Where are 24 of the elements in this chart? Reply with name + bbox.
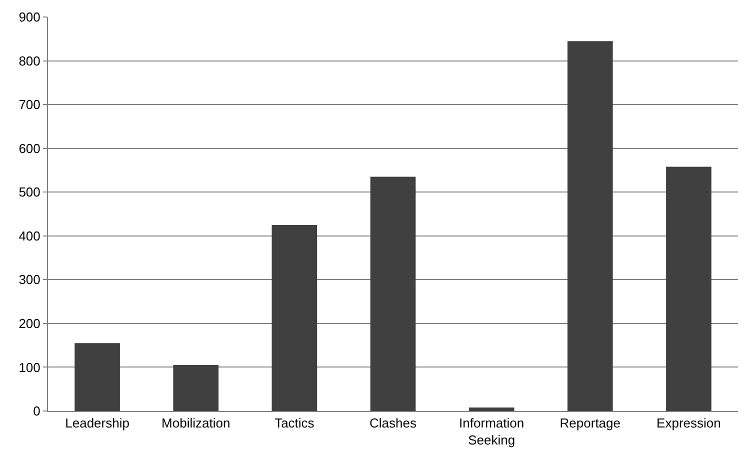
- x-tick-label: Clashes: [370, 416, 417, 431]
- y-tick-label: 0: [33, 404, 40, 419]
- x-tick-label: Leadership: [65, 416, 130, 431]
- x-tick-label: Reportage: [560, 416, 620, 431]
- bar: [173, 365, 219, 411]
- bar: [272, 224, 318, 411]
- y-tick-label: 600: [18, 140, 40, 156]
- x-tick-label: Expression: [656, 416, 721, 431]
- bar: [74, 343, 120, 411]
- bar: [370, 176, 416, 411]
- x-tick-label: Mobilization: [162, 416, 230, 431]
- x-tick-label: Information Seeking: [459, 416, 524, 448]
- x-tick-label: Tactics: [274, 416, 315, 431]
- bar: [666, 166, 712, 411]
- bar: [567, 41, 613, 411]
- y-tick-label: 100: [18, 360, 40, 375]
- y-tick-label: 500: [18, 184, 40, 200]
- y-tick-label: 400: [18, 228, 40, 244]
- y-tick-label: 800: [18, 53, 40, 68]
- y-tick-label: 700: [18, 97, 40, 112]
- y-tick-label: 900: [18, 10, 40, 25]
- y-tick-label: 300: [18, 272, 40, 288]
- y-tick-label: 200: [18, 316, 40, 331]
- bar: [468, 408, 514, 411]
